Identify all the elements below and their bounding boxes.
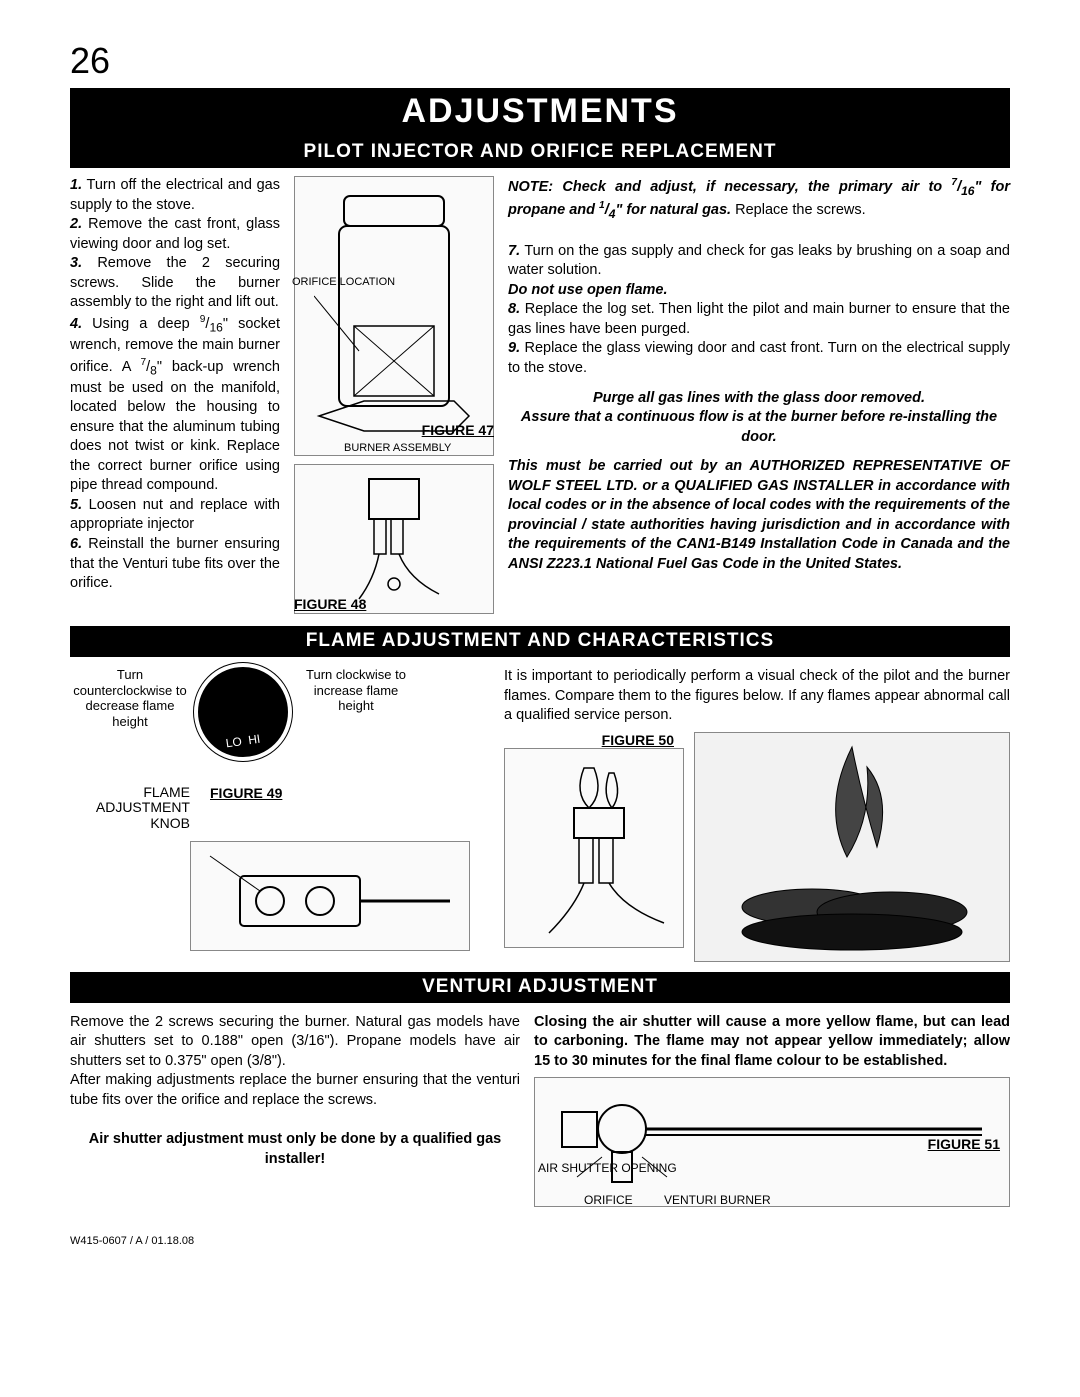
section1-heading: PILOT INJECTOR AND ORIFICE REPLACEMENT: [70, 137, 1010, 168]
stove-diagram: [294, 176, 494, 456]
figure-51-label: FIGURE 51: [928, 1135, 1000, 1154]
note-prefix: NOTE: Check and adjust, if necessary, th…: [508, 179, 951, 195]
section1-left-column: 1. Turn off the electrical and gas suppl…: [70, 176, 280, 614]
no-open-flame: Do not use open flame.: [508, 282, 668, 298]
burner-assembly-label: BURNER ASSEMBLY: [344, 442, 451, 454]
stove-icon: [314, 186, 474, 446]
section2-right: It is important to periodically perform …: [504, 667, 1010, 962]
flame-check-intro: It is important to periodically perform …: [504, 667, 1010, 726]
s1-step6: Reinstall the burner ensuring that the V…: [70, 536, 280, 591]
figure-48-label: FIGURE 48: [294, 596, 366, 612]
footer-code: W415-0607 / A / 01.18.08: [70, 1235, 1010, 1247]
purge-line2: Assure that a continuous flow is at the …: [516, 408, 1002, 447]
knob-lo: LO: [225, 734, 243, 750]
flame-knob-label: FLAME ADJUSTMENT KNOB: [70, 785, 190, 831]
orifice-label: ORIFICE: [584, 1194, 633, 1207]
pilot-flame-diagram: [504, 748, 684, 948]
air-shutter-label: AIR SHUTTER OPENING: [538, 1162, 677, 1175]
s1-step7: Turn on the gas supply and check for gas…: [508, 243, 1010, 279]
purge-line1: Purge all gas lines with the glass door …: [516, 389, 1002, 409]
s1-step5: Loosen nut and replace with appropriate …: [70, 497, 280, 533]
section2-body: Turn counterclockwise to decrease flame …: [70, 657, 1010, 972]
closing-shutter-warning: Closing the air shutter will cause a mor…: [534, 1013, 1010, 1072]
flame-knob-icon: LO HI: [198, 667, 288, 757]
main-title-banner: ADJUSTMENTS: [70, 88, 1010, 137]
note-tail: Replace the screws.: [731, 202, 866, 218]
pilot-assembly-icon: [319, 469, 469, 609]
s1-step4a: Using a deep: [92, 316, 200, 332]
section3-heading: VENTURI ADJUSTMENT: [70, 972, 1010, 1003]
orifice-location-label: ORIFICE LOCATION: [292, 276, 395, 288]
pilot-flame-icon: [514, 753, 674, 943]
s1-step4c: " back-up wrench must be used on the man…: [70, 358, 280, 493]
purge-warning: Purge all gas lines with the glass door …: [508, 385, 1010, 452]
knob-hi: HI: [247, 732, 261, 748]
page-number: 26: [70, 40, 1010, 82]
s1-step8: Replace the log set. Then light the pilo…: [508, 301, 1010, 337]
section1-diagram-column: ORIFICE LOCATION BURNER ASSEMBLY FIGURE …: [294, 176, 494, 614]
section3-left: Remove the 2 screws securing the burner.…: [70, 1013, 520, 1208]
section2-heading: FLAME ADJUSTMENT AND CHARACTERISTICS: [70, 626, 1010, 657]
s1-step1: Turn off the electrical and gas supply t…: [70, 177, 280, 213]
valve-diagram: [190, 841, 470, 951]
log-flame-icon: [712, 737, 992, 957]
air-shutter-warning: Air shutter adjustment must only be done…: [70, 1130, 520, 1169]
section3-right: Closing the air shutter will cause a mor…: [534, 1013, 1010, 1208]
figure-47-label: FIGURE 47: [422, 422, 494, 438]
venturi-p2: After making adjustments replace the bur…: [70, 1071, 520, 1110]
venturi-burner-label: VENTURI BURNER: [664, 1194, 771, 1207]
section2-left: Turn counterclockwise to decrease flame …: [70, 667, 490, 962]
log-flame-diagram: [694, 732, 1010, 962]
venturi-icon: [552, 1082, 992, 1202]
note-end: " for natural gas.: [615, 202, 731, 218]
s1-step2: Remove the cast front, glass viewing doo…: [70, 216, 280, 252]
pilot-assembly-diagram: [294, 464, 494, 614]
venturi-p1: Remove the 2 screws securing the burner.…: [70, 1013, 520, 1072]
s1-step3: Remove the 2 securing screws. Slide the …: [70, 255, 280, 310]
manual-page: 26 ADJUSTMENTS PILOT INJECTOR AND ORIFIC…: [0, 0, 1080, 1277]
section1-body: 1. Turn off the electrical and gas suppl…: [70, 168, 1010, 626]
section3-body: Remove the 2 screws securing the burner.…: [70, 1003, 1010, 1216]
figure-50-label: FIGURE 50: [504, 732, 684, 748]
authorized-rep-warning: This must be carried out by an AUTHORIZE…: [508, 457, 1010, 574]
figure-49-label: FIGURE 49: [210, 785, 282, 801]
s1-step9: Replace the glass viewing door and cast …: [508, 340, 1010, 376]
cw-instruction: Turn clockwise to increase flame height: [296, 667, 416, 714]
valve-icon: [200, 846, 460, 946]
ccw-instruction: Turn counterclockwise to decrease flame …: [70, 667, 190, 729]
section1-right-column: NOTE: Check and adjust, if necessary, th…: [508, 176, 1010, 614]
